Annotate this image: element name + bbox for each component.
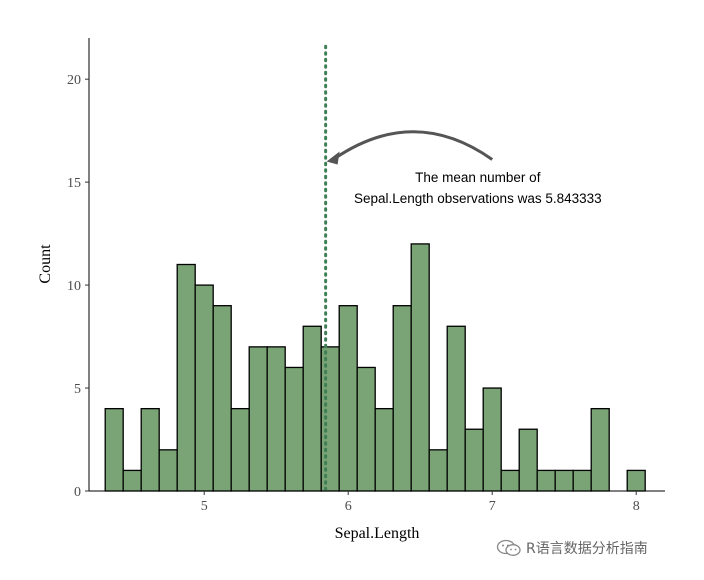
x-tick-label: 6 (345, 499, 352, 514)
histogram-bar (374, 407, 394, 492)
histogram-bar (338, 305, 358, 492)
histogram-bar (500, 469, 520, 492)
histogram-bar (104, 407, 124, 492)
histogram-bar (248, 346, 268, 492)
x-tick-label: 5 (201, 499, 208, 514)
y-axis-ticks: 0 5 10 15 20 (67, 73, 89, 500)
histogram-bar (230, 407, 250, 492)
histogram-bar (284, 366, 304, 492)
histogram-bar (356, 366, 376, 492)
y-tick-label: 0 (74, 485, 81, 500)
annotation-line-2: Sepal.Length observations was 5.843333 (354, 191, 602, 206)
x-tick-label: 7 (489, 499, 496, 514)
histogram-bar (482, 387, 502, 492)
histogram-bar (554, 469, 574, 492)
watermark: R语言数据分析指南 (496, 538, 648, 558)
histogram-bar (590, 407, 610, 492)
histogram-bar (392, 305, 412, 492)
histogram-bar (410, 243, 430, 492)
annotation-arrow (333, 130, 494, 161)
histogram-bar (158, 449, 178, 492)
histogram-bar (536, 469, 556, 492)
histogram-bar (518, 428, 538, 492)
histogram-bar (176, 263, 196, 492)
annotation-line-1: The mean number of (415, 170, 541, 185)
histogram-bar (194, 284, 214, 492)
watermark-text: R语言数据分析指南 (526, 541, 648, 557)
annotation-arrowhead (326, 151, 340, 165)
histogram-bar (212, 305, 232, 492)
histogram-bar (140, 407, 160, 492)
y-tick-label: 15 (67, 176, 81, 191)
histogram-bar (572, 469, 592, 492)
x-axis-title: Sepal.Length (335, 525, 420, 542)
histogram-bar (266, 346, 286, 492)
histogram-bar (122, 469, 142, 492)
histogram-bar (464, 428, 484, 492)
histogram-bar (428, 449, 448, 492)
histogram-bar (302, 325, 322, 492)
histogram-bar (446, 325, 466, 492)
histogram-bar (626, 469, 646, 492)
x-tick-label: 8 (633, 499, 640, 514)
y-axis-title: Count (37, 244, 54, 284)
x-axis-ticks: 5 6 7 8 (201, 491, 640, 514)
y-tick-label: 5 (74, 382, 81, 397)
y-tick-label: 10 (67, 279, 81, 294)
wechat-icon (496, 539, 521, 556)
bars-group (104, 243, 646, 492)
histogram-bar (320, 346, 340, 492)
y-tick-label: 20 (67, 73, 81, 88)
